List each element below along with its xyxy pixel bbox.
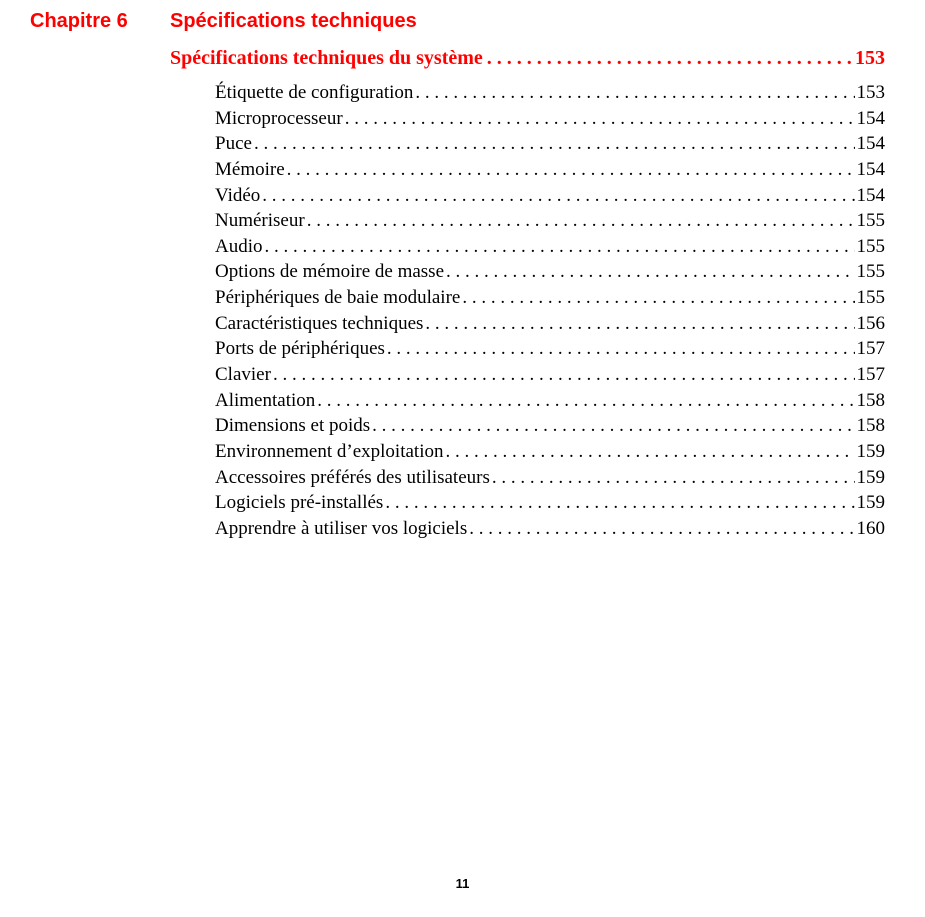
toc-entry[interactable]: Vidéo 154: [215, 183, 885, 209]
toc-entry[interactable]: Numériseur 155: [215, 208, 885, 234]
chapter-heading: Chapitre 6 Spécifications techniques: [30, 10, 885, 33]
section-page: 153: [855, 47, 885, 70]
toc-entry[interactable]: Ports de périphériques 157: [215, 336, 885, 362]
entry-title: Vidéo: [215, 183, 260, 209]
toc-entry[interactable]: Microprocesseur 154: [215, 106, 885, 132]
toc-entries: Étiquette de configuration 153Microproce…: [215, 80, 885, 542]
leader-dots: [307, 208, 855, 234]
leader-dots: [425, 311, 854, 337]
entry-page: 154: [857, 131, 886, 157]
entry-title: Dimensions et poids: [215, 413, 370, 439]
leader-dots: [487, 47, 851, 70]
entry-page: 159: [857, 490, 886, 516]
leader-dots: [345, 106, 855, 132]
entry-page: 155: [857, 259, 886, 285]
toc-entry[interactable]: Accessoires préférés des utilisateurs 15…: [215, 465, 885, 491]
entry-page: 155: [857, 285, 886, 311]
entry-title: Numériseur: [215, 208, 305, 234]
entry-title: Mémoire: [215, 157, 285, 183]
entry-title: Ports de périphériques: [215, 336, 385, 362]
toc-entry[interactable]: Alimentation 158: [215, 388, 885, 414]
leader-dots: [462, 285, 854, 311]
entry-page: 157: [857, 336, 886, 362]
toc-entry[interactable]: Caractéristiques techniques 156: [215, 311, 885, 337]
leader-dots: [372, 413, 854, 439]
section-title: Spécifications techniques du système: [170, 47, 483, 70]
entry-page: 155: [857, 208, 886, 234]
toc-entry[interactable]: Puce 154: [215, 131, 885, 157]
toc-entry[interactable]: Périphériques de baie modulaire 155: [215, 285, 885, 311]
toc-entry[interactable]: Dimensions et poids 158: [215, 413, 885, 439]
entry-title: Environnement d’exploitation: [215, 439, 443, 465]
chapter-label: Chapitre 6: [30, 10, 170, 33]
entry-page: 158: [857, 388, 886, 414]
leader-dots: [254, 131, 855, 157]
entry-page: 153: [857, 80, 886, 106]
chapter-title: Spécifications techniques: [170, 10, 417, 33]
entry-title: Puce: [215, 131, 252, 157]
entry-title: Étiquette de configuration: [215, 80, 413, 106]
toc-page: Chapitre 6 Spécifications techniques Spé…: [0, 0, 925, 917]
entry-title: Options de mémoire de masse: [215, 259, 444, 285]
leader-dots: [265, 234, 855, 260]
entry-title: Clavier: [215, 362, 271, 388]
entry-page: 155: [857, 234, 886, 260]
leader-dots: [446, 259, 854, 285]
section-heading[interactable]: Spécifications techniques du système 153: [170, 47, 885, 70]
entry-title: Apprendre à utiliser vos logiciels: [215, 516, 467, 542]
leader-dots: [287, 157, 855, 183]
entry-title: Audio: [215, 234, 263, 260]
entry-title: Logiciels pré-installés: [215, 490, 383, 516]
toc-entry[interactable]: Mémoire 154: [215, 157, 885, 183]
entry-page: 159: [857, 439, 886, 465]
toc-entry[interactable]: Clavier 157: [215, 362, 885, 388]
toc-entry[interactable]: Options de mémoire de masse 155: [215, 259, 885, 285]
toc-entry[interactable]: Environnement d’exploitation 159: [215, 439, 885, 465]
entry-page: 156: [857, 311, 886, 337]
toc-entry[interactable]: Audio 155: [215, 234, 885, 260]
entry-page: 158: [857, 413, 886, 439]
leader-dots: [492, 465, 855, 491]
entry-page: 157: [857, 362, 886, 388]
entry-title: Périphériques de baie modulaire: [215, 285, 460, 311]
leader-dots: [445, 439, 854, 465]
toc-entry[interactable]: Apprendre à utiliser vos logiciels 160: [215, 516, 885, 542]
leader-dots: [317, 388, 854, 414]
toc-entry[interactable]: Étiquette de configuration 153: [215, 80, 885, 106]
leader-dots: [262, 183, 854, 209]
entry-title: Accessoires préférés des utilisateurs: [215, 465, 490, 491]
entry-page: 160: [857, 516, 886, 542]
entry-title: Caractéristiques techniques: [215, 311, 423, 337]
entry-page: 154: [857, 157, 886, 183]
entry-page: 154: [857, 106, 886, 132]
toc-entry[interactable]: Logiciels pré-installés 159: [215, 490, 885, 516]
leader-dots: [385, 490, 854, 516]
entry-page: 159: [857, 465, 886, 491]
leader-dots: [415, 80, 854, 106]
entry-title: Microprocesseur: [215, 106, 343, 132]
entry-page: 154: [857, 183, 886, 209]
leader-dots: [469, 516, 854, 542]
leader-dots: [387, 336, 855, 362]
page-number: 11: [0, 876, 925, 891]
entry-title: Alimentation: [215, 388, 315, 414]
leader-dots: [273, 362, 855, 388]
